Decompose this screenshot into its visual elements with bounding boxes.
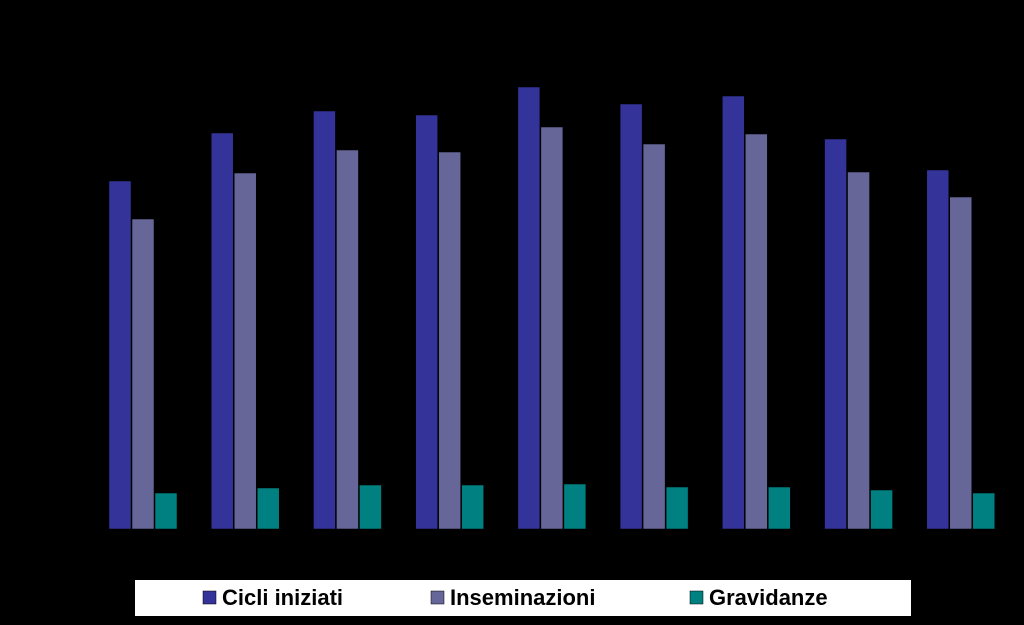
legend-swatch bbox=[202, 590, 217, 605]
bar bbox=[336, 149, 359, 530]
legend-label: Cicli iniziati bbox=[222, 585, 343, 610]
bar bbox=[233, 172, 257, 530]
bar bbox=[847, 171, 870, 530]
legend-label: Inseminazioni bbox=[450, 585, 595, 610]
bar bbox=[949, 196, 973, 530]
bar bbox=[722, 95, 745, 530]
bar bbox=[415, 114, 438, 530]
bar bbox=[745, 133, 768, 530]
bar bbox=[154, 492, 178, 530]
bar bbox=[619, 103, 643, 530]
legend-label: Gravidanze bbox=[709, 585, 828, 610]
legend-box bbox=[135, 580, 911, 616]
bar bbox=[926, 169, 950, 530]
legend-swatch bbox=[430, 590, 445, 605]
legend-swatch bbox=[689, 590, 704, 605]
bar bbox=[131, 218, 155, 530]
bar bbox=[313, 110, 336, 530]
bar bbox=[256, 487, 280, 530]
bar bbox=[540, 126, 564, 530]
bar bbox=[563, 483, 587, 530]
bar bbox=[461, 484, 484, 530]
bar bbox=[438, 151, 461, 530]
bar bbox=[972, 492, 996, 530]
bar bbox=[642, 143, 666, 530]
bar bbox=[517, 86, 541, 530]
bar bbox=[768, 486, 791, 530]
bar bbox=[824, 138, 847, 530]
bar bbox=[210, 132, 234, 530]
bar bbox=[870, 489, 893, 530]
bar bbox=[359, 484, 382, 530]
bar bbox=[108, 180, 132, 530]
bar bbox=[665, 486, 689, 530]
